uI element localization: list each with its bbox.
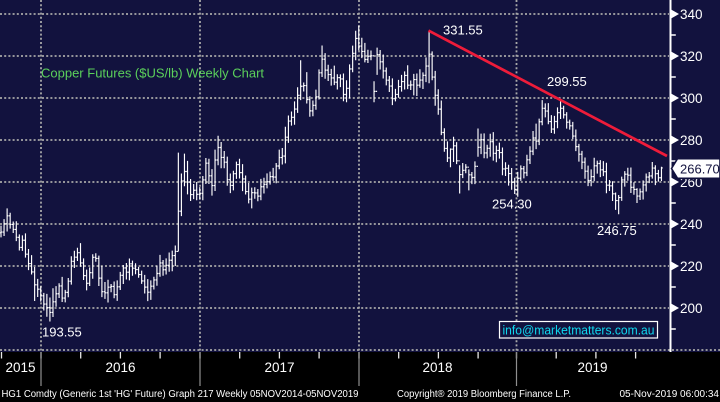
svg-text:05-Nov-2019 06:00:34: 05-Nov-2019 06:00:34: [619, 389, 719, 400]
svg-text:331.55: 331.55: [443, 23, 483, 38]
svg-text:Copper Futures ($US/lb) Weekly: Copper Futures ($US/lb) Weekly Chart: [41, 66, 264, 81]
svg-text:266.70: 266.70: [680, 162, 720, 177]
svg-text:254.30: 254.30: [492, 197, 532, 212]
svg-text:2018: 2018: [422, 360, 452, 375]
svg-text:200: 200: [680, 301, 703, 316]
svg-text:2017: 2017: [264, 360, 294, 375]
svg-text:320: 320: [680, 49, 703, 64]
svg-text:2016: 2016: [105, 360, 135, 375]
svg-text:220: 220: [680, 259, 703, 274]
svg-text:2015: 2015: [5, 360, 35, 375]
svg-text:240: 240: [680, 217, 703, 232]
svg-text:246.75: 246.75: [597, 223, 637, 238]
svg-text:193.55: 193.55: [42, 325, 82, 340]
svg-text:300: 300: [680, 91, 703, 106]
svg-text:2019: 2019: [577, 360, 607, 375]
svg-text:HG1 Comdty (Generic 1st 'HG' F: HG1 Comdty (Generic 1st 'HG' Future) Gra…: [2, 389, 359, 400]
svg-text:Copyright® 2019 Bloomberg Fina: Copyright® 2019 Bloomberg Finance L.P.: [397, 389, 571, 400]
svg-text:299.55: 299.55: [547, 74, 587, 89]
svg-text:280: 280: [680, 133, 703, 148]
svg-text:340: 340: [680, 7, 703, 22]
svg-text:info@marketmatters.com.au: info@marketmatters.com.au: [503, 324, 655, 338]
